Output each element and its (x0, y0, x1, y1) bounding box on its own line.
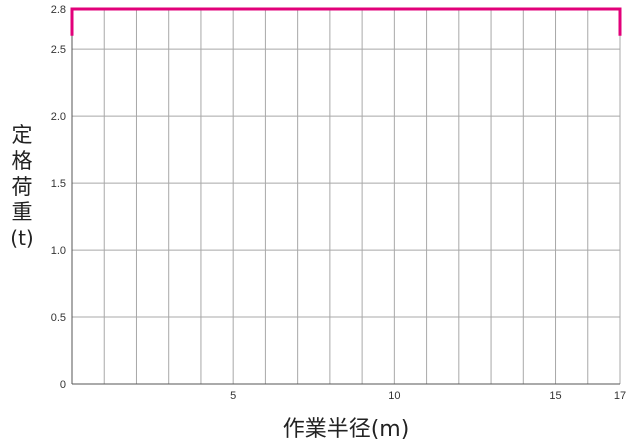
y-tick-labels: 0 0.5 1.0 1.5 2.0 2.5 2.8 (51, 4, 66, 391)
y-tick-label: 1.5 (51, 178, 66, 190)
axes (71, 9, 620, 385)
y-tick-label: 0 (60, 379, 66, 391)
y-tick-label: 2.8 (51, 4, 66, 16)
y-tick-label: 2.5 (51, 44, 66, 56)
grid (71, 9, 621, 385)
y-axis-title-char: 荷 (12, 175, 33, 199)
y-axis-title-char: (t) (10, 226, 33, 250)
x-tick-labels: 5 10 15 17 (230, 390, 626, 402)
y-axis-title-char: 格 (12, 149, 33, 173)
y-tick-label: 0.5 (51, 312, 66, 324)
x-axis-title: 作業半径(m) (283, 417, 410, 441)
x-tick-label: 10 (388, 390, 400, 402)
load-capacity-line (70, 7, 622, 36)
y-tick-label: 1.0 (51, 245, 66, 257)
x-tick-label: 5 (230, 390, 236, 402)
series-layer (70, 7, 622, 36)
x-tick-label: 15 (549, 390, 561, 402)
x-tick-label: 17 (614, 390, 626, 402)
y-tick-label: 2.0 (51, 111, 66, 123)
y-axis-title-char: 重 (12, 200, 33, 224)
y-axis-title-char: 定 (12, 123, 33, 147)
